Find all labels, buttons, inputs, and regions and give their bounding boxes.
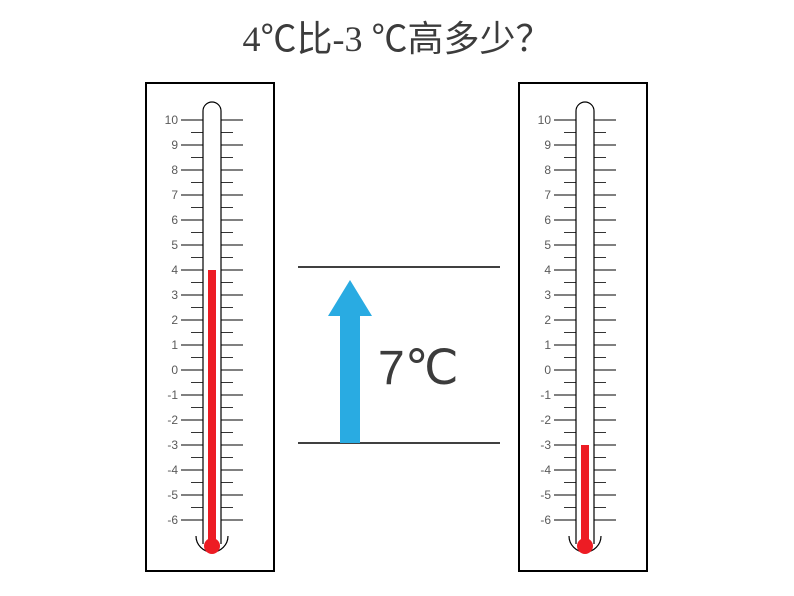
difference-label: 7℃ xyxy=(378,340,459,396)
center-diagram xyxy=(0,0,794,596)
